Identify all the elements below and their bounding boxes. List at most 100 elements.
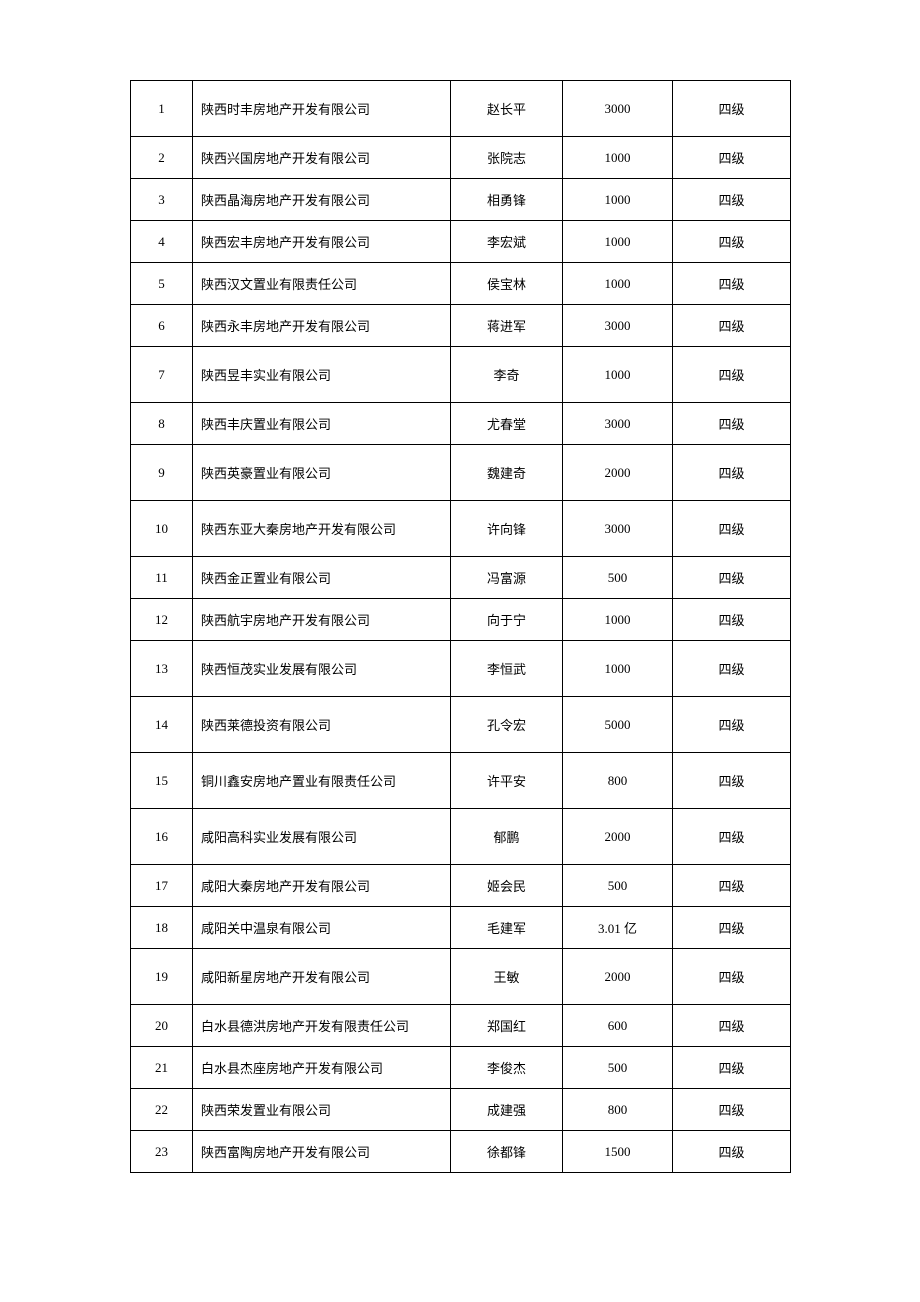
cell-level: 四级	[673, 599, 791, 641]
table-row: 5陕西汉文置业有限责任公司侯宝林1000四级	[131, 263, 791, 305]
cell-level: 四级	[673, 501, 791, 557]
cell-person-name: 李宏斌	[451, 221, 563, 263]
cell-row-number: 23	[131, 1131, 193, 1173]
cell-amount: 1000	[563, 641, 673, 697]
cell-person-name: 成建强	[451, 1089, 563, 1131]
cell-person-name: 魏建奇	[451, 445, 563, 501]
cell-amount: 2000	[563, 445, 673, 501]
table-row: 15铜川鑫安房地产置业有限责任公司许平安800四级	[131, 753, 791, 809]
cell-company-name: 咸阳大秦房地产开发有限公司	[193, 865, 451, 907]
cell-row-number: 12	[131, 599, 193, 641]
cell-row-number: 1	[131, 81, 193, 137]
cell-amount: 800	[563, 753, 673, 809]
cell-level: 四级	[673, 403, 791, 445]
cell-row-number: 10	[131, 501, 193, 557]
company-data-table: 1陕西时丰房地产开发有限公司赵长平3000四级2陕西兴国房地产开发有限公司张院志…	[130, 80, 791, 1173]
cell-level: 四级	[673, 137, 791, 179]
cell-row-number: 9	[131, 445, 193, 501]
cell-person-name: 李俊杰	[451, 1047, 563, 1089]
cell-amount: 1000	[563, 137, 673, 179]
table-row: 9陕西英豪置业有限公司魏建奇2000四级	[131, 445, 791, 501]
cell-amount: 1000	[563, 347, 673, 403]
cell-amount: 3000	[563, 305, 673, 347]
cell-person-name: 尤春堂	[451, 403, 563, 445]
cell-company-name: 陕西莱德投资有限公司	[193, 697, 451, 753]
cell-level: 四级	[673, 907, 791, 949]
cell-company-name: 陕西晶海房地产开发有限公司	[193, 179, 451, 221]
cell-level: 四级	[673, 949, 791, 1005]
table-row: 12陕西航宇房地产开发有限公司向于宁1000四级	[131, 599, 791, 641]
table-row: 17咸阳大秦房地产开发有限公司姬会民500四级	[131, 865, 791, 907]
cell-amount: 1000	[563, 179, 673, 221]
cell-amount: 3000	[563, 403, 673, 445]
cell-row-number: 5	[131, 263, 193, 305]
cell-amount: 500	[563, 865, 673, 907]
cell-person-name: 徐都锋	[451, 1131, 563, 1173]
cell-amount: 1000	[563, 263, 673, 305]
cell-company-name: 陕西金正置业有限公司	[193, 557, 451, 599]
cell-row-number: 20	[131, 1005, 193, 1047]
cell-person-name: 许向锋	[451, 501, 563, 557]
cell-company-name: 陕西兴国房地产开发有限公司	[193, 137, 451, 179]
cell-company-name: 白水县德洪房地产开发有限责任公司	[193, 1005, 451, 1047]
cell-level: 四级	[673, 263, 791, 305]
cell-person-name: 冯富源	[451, 557, 563, 599]
cell-company-name: 咸阳关中温泉有限公司	[193, 907, 451, 949]
cell-row-number: 2	[131, 137, 193, 179]
table-body: 1陕西时丰房地产开发有限公司赵长平3000四级2陕西兴国房地产开发有限公司张院志…	[131, 81, 791, 1173]
cell-person-name: 姬会民	[451, 865, 563, 907]
cell-person-name: 王敏	[451, 949, 563, 1005]
cell-level: 四级	[673, 305, 791, 347]
table-row: 14陕西莱德投资有限公司孔令宏5000四级	[131, 697, 791, 753]
cell-row-number: 11	[131, 557, 193, 599]
cell-company-name: 陕西时丰房地产开发有限公司	[193, 81, 451, 137]
cell-company-name: 陕西恒茂实业发展有限公司	[193, 641, 451, 697]
cell-person-name: 侯宝林	[451, 263, 563, 305]
cell-company-name: 陕西丰庆置业有限公司	[193, 403, 451, 445]
cell-person-name: 郑国红	[451, 1005, 563, 1047]
cell-company-name: 陕西东亚大秦房地产开发有限公司	[193, 501, 451, 557]
cell-company-name: 陕西汉文置业有限责任公司	[193, 263, 451, 305]
table-row: 21白水县杰座房地产开发有限公司李俊杰500四级	[131, 1047, 791, 1089]
cell-row-number: 4	[131, 221, 193, 263]
cell-amount: 500	[563, 1047, 673, 1089]
cell-person-name: 张院志	[451, 137, 563, 179]
cell-level: 四级	[673, 347, 791, 403]
cell-level: 四级	[673, 753, 791, 809]
table-row: 10陕西东亚大秦房地产开发有限公司许向锋3000四级	[131, 501, 791, 557]
cell-level: 四级	[673, 81, 791, 137]
cell-row-number: 18	[131, 907, 193, 949]
table-row: 4陕西宏丰房地产开发有限公司李宏斌1000四级	[131, 221, 791, 263]
cell-company-name: 咸阳高科实业发展有限公司	[193, 809, 451, 865]
cell-row-number: 16	[131, 809, 193, 865]
cell-level: 四级	[673, 179, 791, 221]
cell-level: 四级	[673, 1131, 791, 1173]
cell-amount: 5000	[563, 697, 673, 753]
cell-level: 四级	[673, 221, 791, 263]
cell-company-name: 陕西昱丰实业有限公司	[193, 347, 451, 403]
cell-row-number: 6	[131, 305, 193, 347]
cell-amount: 3.01 亿	[563, 907, 673, 949]
table-row: 23陕西富陶房地产开发有限公司徐都锋1500四级	[131, 1131, 791, 1173]
cell-level: 四级	[673, 1005, 791, 1047]
cell-level: 四级	[673, 1089, 791, 1131]
cell-amount: 3000	[563, 81, 673, 137]
cell-amount: 2000	[563, 809, 673, 865]
cell-amount: 600	[563, 1005, 673, 1047]
cell-company-name: 咸阳新星房地产开发有限公司	[193, 949, 451, 1005]
cell-level: 四级	[673, 641, 791, 697]
cell-row-number: 7	[131, 347, 193, 403]
cell-person-name: 许平安	[451, 753, 563, 809]
cell-row-number: 21	[131, 1047, 193, 1089]
cell-company-name: 陕西富陶房地产开发有限公司	[193, 1131, 451, 1173]
table-row: 1陕西时丰房地产开发有限公司赵长平3000四级	[131, 81, 791, 137]
table-row: 13陕西恒茂实业发展有限公司李恒武1000四级	[131, 641, 791, 697]
cell-row-number: 13	[131, 641, 193, 697]
cell-level: 四级	[673, 557, 791, 599]
table-row: 8陕西丰庆置业有限公司尤春堂3000四级	[131, 403, 791, 445]
cell-company-name: 白水县杰座房地产开发有限公司	[193, 1047, 451, 1089]
cell-row-number: 14	[131, 697, 193, 753]
cell-company-name: 陕西航宇房地产开发有限公司	[193, 599, 451, 641]
cell-level: 四级	[673, 445, 791, 501]
cell-row-number: 8	[131, 403, 193, 445]
